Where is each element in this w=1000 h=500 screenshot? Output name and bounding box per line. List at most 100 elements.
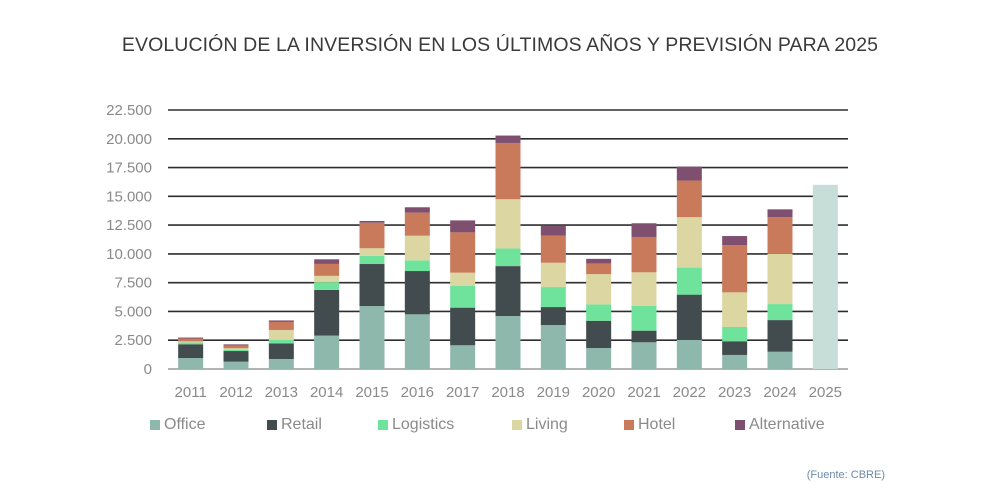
bar-segment-retail-2013 [268,343,294,359]
bar-segment-logistics-2021 [631,305,657,331]
legend: Office Retail Logistics Living Hotel Alternat… [0,416,1000,440]
bar-segment-office-2023 [722,354,748,369]
bar-segment-logistics-2024 [767,304,793,321]
bar-segment-office-2017 [450,345,476,369]
bar-forecast-2025 [812,184,838,369]
bar-segment-living-2020 [586,274,612,305]
bar-segment-retail-2012 [223,351,249,362]
bar-segment-office-2014 [314,335,340,369]
bar-segment-office-2011 [178,358,204,369]
bar-segment-retail-2016 [404,271,430,315]
y-tick-label: 7.500 [114,275,152,292]
x-tick-label: 2014 [310,384,343,401]
x-tick-label: 2013 [265,384,298,401]
bar-segment-retail-2022 [676,294,702,340]
bar-segment-living-2024 [767,253,793,305]
legend-label: Hotel [638,416,676,433]
bar-segment-living-2019 [540,262,566,288]
x-tick-label: 2024 [763,384,796,401]
bar-segment-logistics-2015 [359,255,385,265]
legend-item-logistics: Logistics [378,416,454,434]
bar-segment-logistics-2023 [722,326,748,342]
bar-segment-alternative-2017 [450,220,476,233]
x-tick-label: 2022 [673,384,706,401]
x-axis-ticks: 2011 2012 2013 2014 2015 2016 2017 2018 2019 2020… [175,384,842,401]
bar-segment-logistics-2020 [586,304,612,321]
legend-swatch [267,420,277,430]
chart-title: EVOLUCIÓN DE LA INVERSIÓN EN LOS ÚLTIMOS… [121,34,879,56]
bar-segment-retail-2014 [314,289,340,336]
bar-segment-alternative-2023 [722,236,748,246]
x-tick-label: 2018 [491,384,524,401]
bar-segment-logistics-2013 [268,339,294,344]
bar-segment-hotel-2018 [495,142,521,200]
source-note: (Fuente: CBRE) [806,469,885,481]
bar-segment-living-2011 [178,341,204,343]
bar-segment-retail-2011 [178,344,204,359]
y-tick-label: 20.000 [106,131,152,148]
legend-label: Retail [281,416,322,433]
bar-segment-retail-2017 [450,307,476,346]
bar-segment-living-2016 [404,235,430,261]
y-tick-label: 5.000 [114,303,152,320]
x-tick-label: 2025 [809,384,842,401]
bar-segment-hotel-2013 [268,321,294,330]
y-tick-label: 2.500 [114,332,152,349]
y-tick-label: 10.000 [106,246,152,263]
bars [178,135,838,369]
y-tick-label: 12.500 [106,217,152,234]
bar-segment-logistics-2022 [676,267,702,295]
bar-segment-alternative-2015 [359,220,385,223]
bar-segment-retail-2019 [540,307,566,326]
bar-segment-alternative-2022 [676,166,702,181]
bar-segment-retail-2021 [631,330,657,343]
bar-segment-alternative-2021 [631,223,657,237]
bar-segment-hotel-2015 [359,222,385,249]
bar-segment-logistics-2016 [404,260,430,272]
bar-segment-retail-2018 [495,266,521,317]
bar-segment-logistics-2014 [314,282,340,290]
bar-segment-office-2013 [268,358,294,369]
x-tick-label: 2020 [582,384,615,401]
bar-segment-logistics-2019 [540,287,566,308]
legend-swatch [624,420,634,430]
legend-swatch [735,420,745,430]
bar-segment-alternative-2018 [495,135,521,143]
x-tick-label: 2021 [627,384,660,401]
bar-segment-living-2013 [268,329,294,340]
bar-segment-living-2014 [314,275,340,283]
bar-segment-office-2012 [223,361,249,369]
bar-segment-office-2022 [676,339,702,369]
bar-segment-living-2022 [676,217,702,268]
bar-segment-logistics-2018 [495,248,521,267]
x-tick-label: 2019 [537,384,570,401]
x-tick-label: 2015 [355,384,388,401]
bar-segment-office-2021 [631,342,657,369]
bar-segment-hotel-2017 [450,232,476,273]
bar-segment-hotel-2024 [767,217,793,254]
bar-segment-hotel-2021 [631,236,657,273]
bar-segment-hotel-2014 [314,263,340,276]
bar-segment-logistics-2017 [450,285,476,308]
bar-segment-alternative-2020 [586,258,612,264]
bar-segment-office-2019 [540,325,566,369]
bar-segment-alternative-2016 [404,207,430,213]
bar-segment-office-2024 [767,351,793,369]
legend-label: Office [164,416,206,433]
x-tick-label: 2012 [219,384,252,401]
legend-item-retail: Retail [267,416,322,434]
bar-segment-office-2016 [404,314,430,369]
x-tick-label: 2017 [446,384,479,401]
bar-segment-hotel-2016 [404,212,430,236]
legend-label: Alternative [749,416,825,433]
legend-item-living: Living [512,416,568,434]
bar-segment-living-2018 [495,199,521,249]
bar-segment-living-2017 [450,272,476,286]
legend-swatch [512,420,522,430]
bar-segment-living-2021 [631,272,657,306]
bar-segment-office-2015 [359,306,385,369]
bar-segment-alternative-2014 [314,259,340,264]
bar-segment-logistics-2011 [178,342,204,345]
y-tick-label: 15.000 [106,188,152,205]
